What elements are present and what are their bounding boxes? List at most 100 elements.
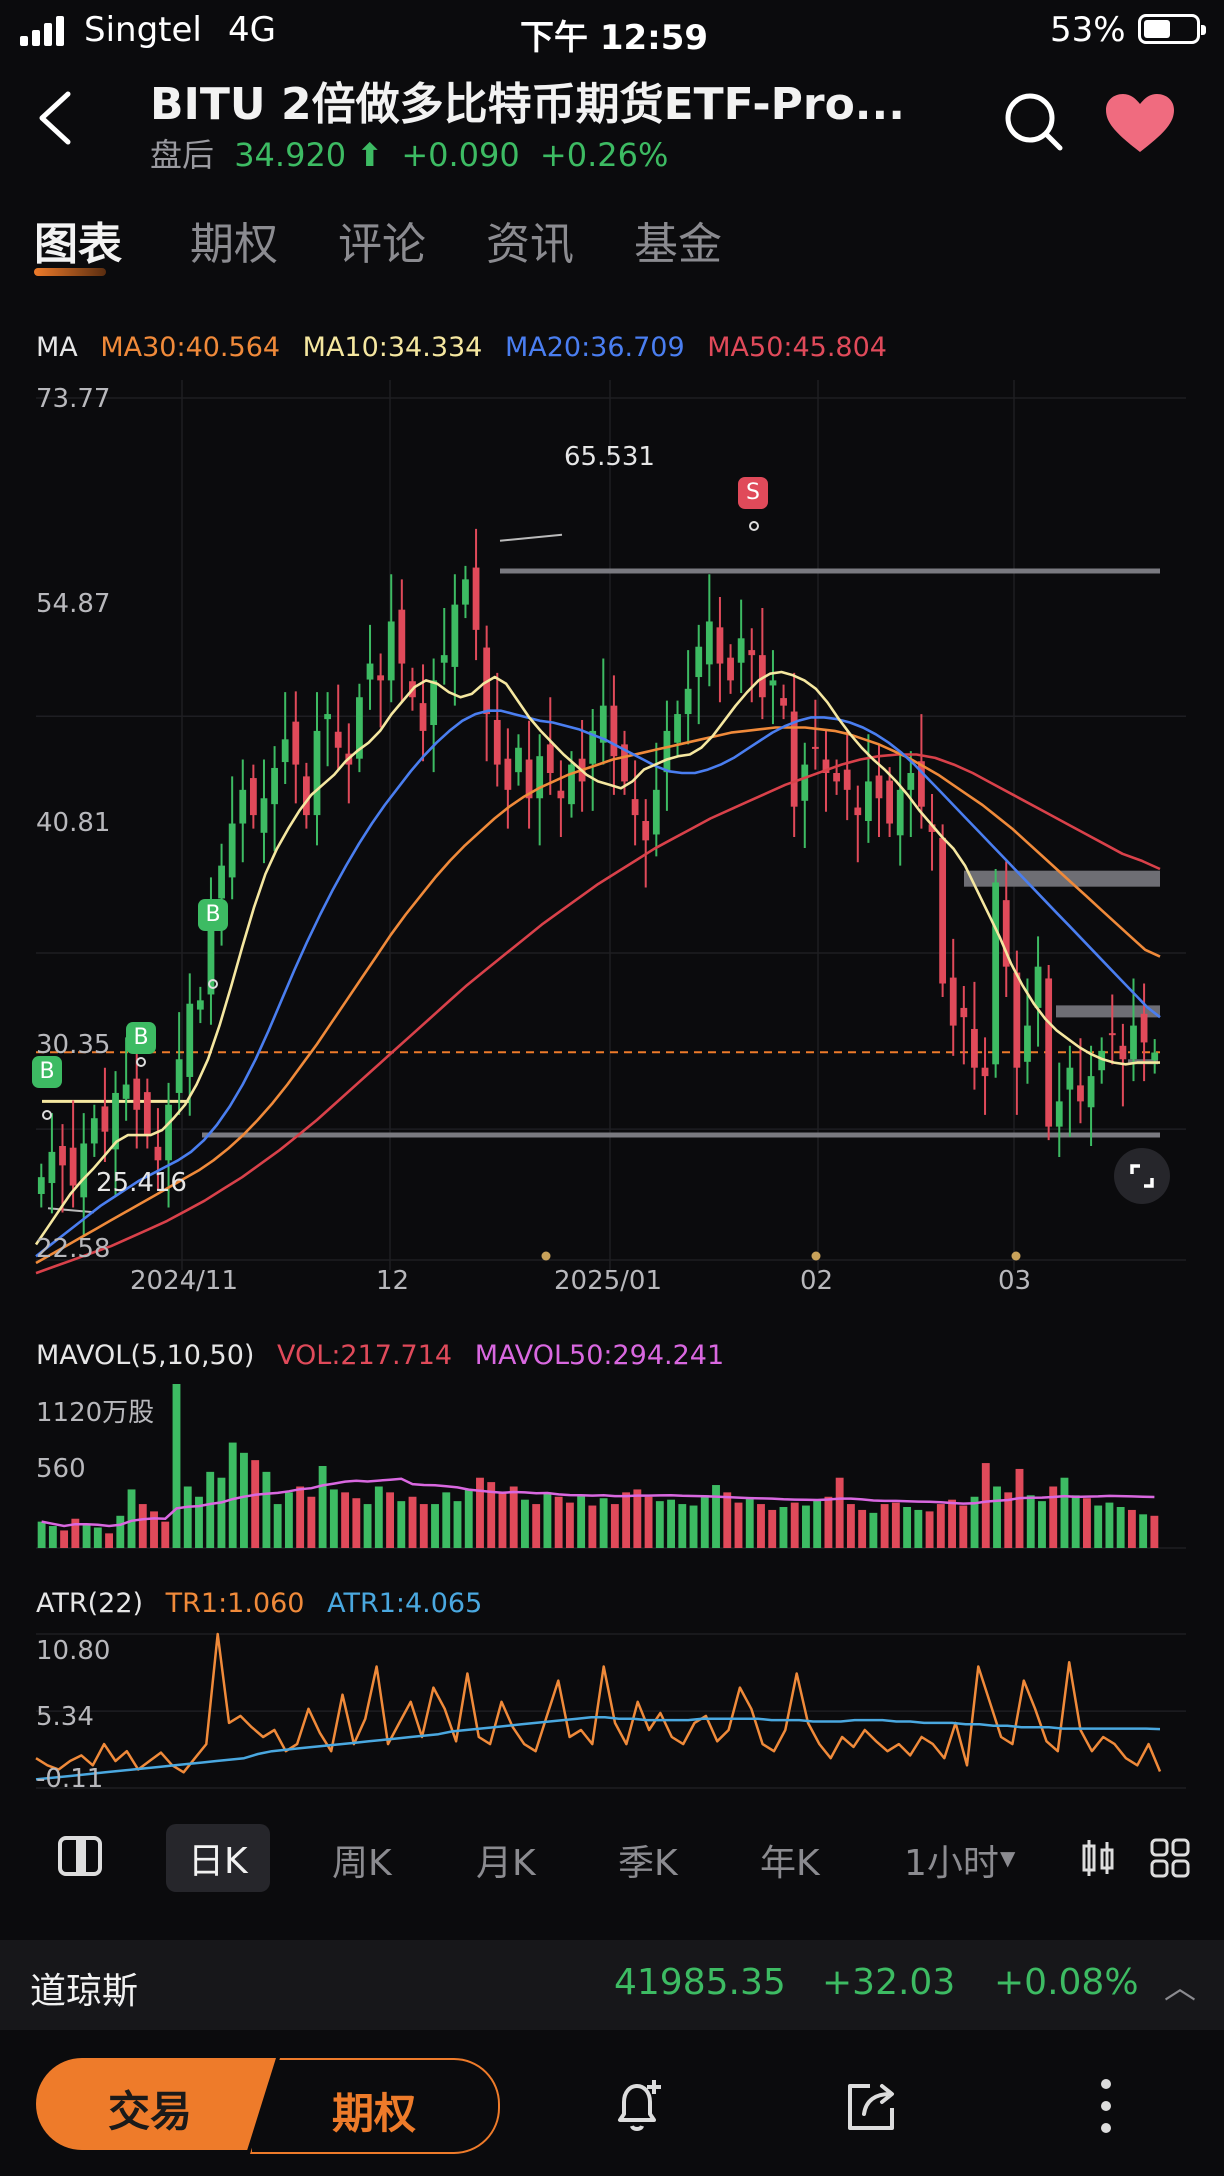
candle-body [493, 719, 501, 765]
share-button[interactable] [840, 2074, 904, 2138]
candle-body [462, 579, 469, 605]
fullscreen-button[interactable] [1114, 1148, 1170, 1204]
volume-bar [689, 1505, 698, 1548]
candle-body [1140, 1013, 1148, 1043]
high-label: 65.531 [564, 442, 655, 472]
mavol50-value: MAVOL50:294.241 [474, 1340, 725, 1371]
candle-body [207, 916, 215, 995]
volume-bar [1026, 1495, 1035, 1548]
tr1-line [35, 1632, 1162, 1774]
volume-bar [150, 1511, 158, 1548]
volume-bar [509, 1486, 518, 1548]
volume-bar [1004, 1492, 1013, 1548]
more-button[interactable] [1090, 2074, 1122, 2138]
volume-bar [431, 1504, 439, 1548]
candle-body [69, 1147, 77, 1186]
back-button[interactable] [30, 88, 80, 148]
volume-bar [318, 1466, 327, 1548]
chart-type-button[interactable] [1076, 1836, 1120, 1880]
candle-body [366, 663, 374, 680]
volume-bar [1105, 1502, 1114, 1548]
volume-bar [228, 1442, 237, 1548]
volume-bar [183, 1486, 192, 1548]
price-chart[interactable] [0, 370, 1224, 1290]
candle-body [334, 731, 342, 748]
tab-comments[interactable]: 评论 [338, 219, 426, 270]
candle-body [822, 759, 830, 774]
volume-bar [1071, 1495, 1080, 1548]
active-tab-indicator [34, 268, 106, 276]
volume-bar [195, 1496, 203, 1548]
ma10-line [34, 670, 1160, 1246]
period-month[interactable]: 月K [476, 1843, 536, 1884]
candle-body [811, 746, 819, 749]
favorite-button[interactable] [1104, 92, 1176, 154]
candle-body [186, 1003, 194, 1077]
volume-bar [835, 1477, 844, 1548]
volume-bar [453, 1501, 462, 1548]
buy-signal: B [198, 899, 228, 931]
candle-body [1077, 1085, 1084, 1102]
volume-bar [329, 1489, 338, 1548]
search-button[interactable] [1002, 90, 1066, 154]
volume-bar [914, 1509, 923, 1548]
candle-body [165, 1104, 172, 1161]
tab-options[interactable]: 期权 [190, 219, 278, 270]
options-button[interactable]: 期权 [250, 2058, 500, 2154]
period-week[interactable]: 周K [332, 1843, 392, 1884]
candle-body [918, 761, 925, 807]
ma30-line [35, 726, 1161, 1265]
period-year[interactable]: 年K [760, 1843, 820, 1884]
tab-chart[interactable]: 图表 [34, 219, 122, 270]
battery-icon [1138, 14, 1206, 44]
trade-button[interactable]: 交易 [36, 2058, 276, 2150]
index-change-pct: +0.08% [994, 1962, 1139, 2003]
period-day[interactable]: 日K [166, 1824, 270, 1892]
ma20-line [35, 709, 1161, 1258]
after-hours-quote: 盘后 34.920 ⬆ +0.090 +0.26% [150, 130, 668, 176]
alert-button[interactable] [606, 2074, 670, 2138]
session-label: 盘后 [150, 136, 215, 174]
bell-plus-icon [618, 2080, 661, 2131]
volume-bar [993, 1486, 1001, 1548]
candle-body [854, 807, 862, 816]
volume-bar [374, 1486, 383, 1548]
volume-bar [633, 1489, 642, 1548]
volume-bar [532, 1504, 541, 1548]
layout-toggle-button[interactable] [56, 1834, 104, 1878]
chevron-up-icon[interactable]: ︿ [1164, 1968, 1197, 2006]
volume-bar [1150, 1515, 1159, 1548]
candle-body [1024, 1025, 1031, 1062]
period-quarter[interactable]: 季K [618, 1843, 678, 1884]
candle-body [843, 769, 851, 790]
volume-bar [296, 1486, 305, 1548]
volume-bar [577, 1495, 586, 1548]
more-indicators-button[interactable] [1148, 1836, 1192, 1880]
candle-body [886, 780, 893, 824]
volume-bar [138, 1504, 147, 1548]
candle-body [546, 744, 554, 774]
candle-body [557, 790, 565, 799]
volume-bar [1094, 1505, 1103, 1548]
volume-chart[interactable] [0, 1370, 1224, 1550]
tab-fund[interactable]: 基金 [634, 219, 722, 270]
atr-chart[interactable] [0, 1620, 1224, 1810]
candle-body [1013, 972, 1021, 1068]
y-tick-label: 40.81 [36, 808, 111, 838]
candle-body [674, 714, 681, 743]
volume-bar [476, 1477, 484, 1548]
volume-bar [1139, 1514, 1148, 1548]
candle-body [249, 778, 257, 816]
period-1hour[interactable]: 1小时 [904, 1843, 999, 1884]
y-tick-label: 54.87 [36, 589, 111, 619]
x-tick-label: 03 [998, 1266, 1032, 1296]
atr1-value: ATR1:4.065 [327, 1588, 483, 1619]
index-ticker[interactable]: 道琼斯 41985.35 +32.03 +0.08% ︿ [0, 1940, 1224, 2030]
candle-body [451, 604, 459, 667]
index-name: 道琼斯 [30, 1971, 139, 2012]
volume-bar [959, 1505, 968, 1548]
tab-news[interactable]: 资讯 [486, 219, 574, 270]
candle-body [239, 789, 247, 824]
volume-bar [487, 1482, 496, 1548]
candle-body [525, 759, 533, 799]
